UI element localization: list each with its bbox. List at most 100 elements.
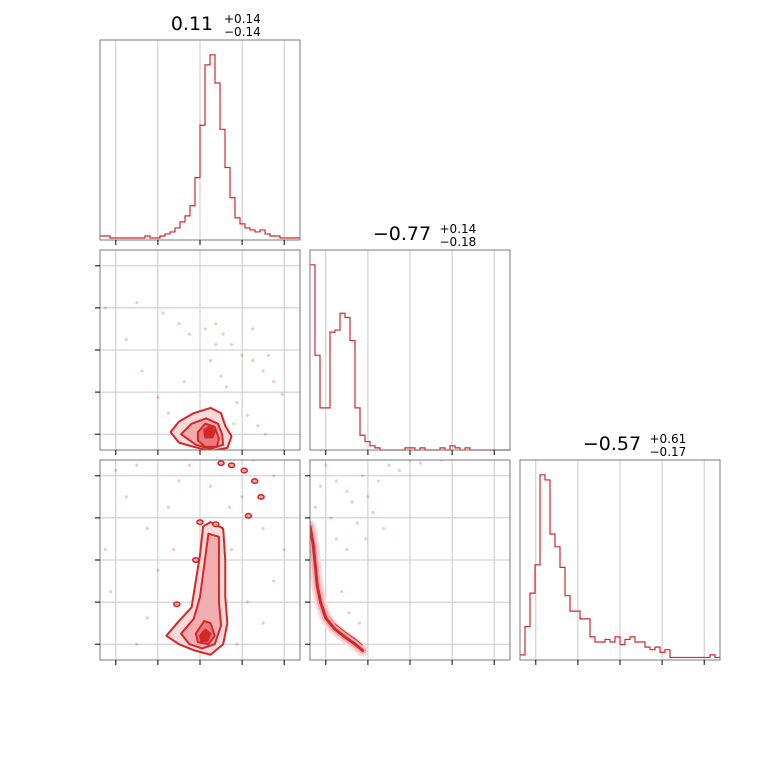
sample-point <box>261 621 265 625</box>
sample-point <box>251 358 255 363</box>
sample-point <box>187 463 192 467</box>
sample-point <box>280 392 284 396</box>
scatter-panel-1-2 <box>305 455 511 665</box>
title-median: 0.11 <box>171 13 213 35</box>
panel-content <box>310 455 444 657</box>
sample-point <box>208 358 213 363</box>
contour-level-2 <box>180 532 223 650</box>
sample-point <box>347 611 351 615</box>
sample-point <box>261 369 265 373</box>
title-minus: −0.17 <box>650 445 687 459</box>
sample-point <box>382 526 386 531</box>
contour-island <box>196 519 204 526</box>
sample-point <box>240 495 244 499</box>
sample-point <box>318 484 323 488</box>
sample-point <box>245 413 249 417</box>
panel-content <box>103 460 286 656</box>
scatter-panel-0-1 <box>95 249 301 455</box>
sample-point <box>172 547 176 552</box>
histogram-step-line <box>520 474 720 659</box>
contour-island <box>217 460 225 467</box>
sample-point <box>103 306 107 310</box>
sample-point <box>272 379 276 384</box>
sample-point <box>203 327 207 331</box>
sample-point <box>235 401 239 405</box>
sample-point <box>282 547 286 552</box>
sample-point <box>357 621 362 625</box>
sample-point <box>361 474 365 478</box>
title-minus: −0.18 <box>440 235 477 249</box>
sample-point <box>366 495 370 499</box>
sample-point <box>187 332 192 336</box>
sample-point <box>219 374 223 378</box>
sample-point <box>345 547 349 552</box>
sample-point <box>221 332 225 336</box>
sample-point <box>166 411 171 415</box>
param-title-1: 0.11 <box>171 13 213 35</box>
sample-point <box>114 468 118 473</box>
contour-island <box>173 601 181 608</box>
sample-point <box>214 322 218 326</box>
sample-point <box>364 537 368 541</box>
sample-point <box>251 327 255 331</box>
sample-point <box>135 642 139 646</box>
sample-point <box>140 369 144 373</box>
sample-point <box>166 505 171 509</box>
sample-point <box>334 537 338 541</box>
sample-point <box>324 463 328 467</box>
sample-point <box>313 505 317 509</box>
sample-point <box>156 568 160 573</box>
title-median: −0.77 <box>373 223 431 245</box>
sample-point <box>214 343 218 347</box>
sample-point <box>135 301 139 305</box>
contour-island <box>211 521 220 528</box>
sample-point <box>135 463 139 467</box>
sample-point <box>245 600 249 604</box>
contour-island <box>257 493 265 500</box>
title-plus: +0.14 <box>440 222 477 236</box>
title-plus: +0.61 <box>650 432 687 446</box>
sample-point <box>145 526 149 531</box>
sample-point <box>387 463 391 467</box>
param-title-2: −0.77 <box>373 223 431 245</box>
sample-point <box>418 461 423 465</box>
scatter-panel-0-2 <box>95 459 301 665</box>
ridge-contour-3 <box>310 526 364 652</box>
sample-point <box>156 395 160 399</box>
contour-level-4 <box>199 628 212 643</box>
sample-point <box>261 526 265 531</box>
sample-point <box>371 511 375 515</box>
contour-island <box>244 512 253 519</box>
sample-point <box>334 479 338 483</box>
contour-island <box>227 462 236 469</box>
sample-point <box>208 484 213 488</box>
sample-point <box>124 495 128 499</box>
sample-point <box>355 521 359 525</box>
sample-point <box>235 642 239 646</box>
sample-point <box>182 379 186 384</box>
sample-point <box>232 422 236 426</box>
sample-point <box>145 616 149 620</box>
histogram-step-line <box>100 54 300 239</box>
title-plus: +0.14 <box>224 12 261 26</box>
sample-point <box>339 589 344 594</box>
hist-panel-1: 0.11 +0.14−0.14 <box>99 12 301 245</box>
sample-point <box>272 474 276 478</box>
sample-point <box>266 353 271 357</box>
hist-panel-3: −0.57 +0.61−0.17 <box>519 432 721 665</box>
sample-point <box>350 500 354 504</box>
title-median: −0.57 <box>583 433 641 455</box>
sample-point <box>103 547 107 552</box>
sample-point <box>229 547 234 552</box>
hist-panel-2: −0.77 +0.14−0.18 <box>309 222 511 455</box>
sample-point <box>227 505 232 509</box>
sample-point <box>429 455 432 458</box>
sample-point <box>224 385 228 389</box>
contour-island <box>250 478 259 485</box>
sample-point <box>376 479 381 483</box>
contour-island <box>240 467 249 474</box>
sample-point <box>229 343 234 347</box>
sample-point <box>329 516 333 520</box>
